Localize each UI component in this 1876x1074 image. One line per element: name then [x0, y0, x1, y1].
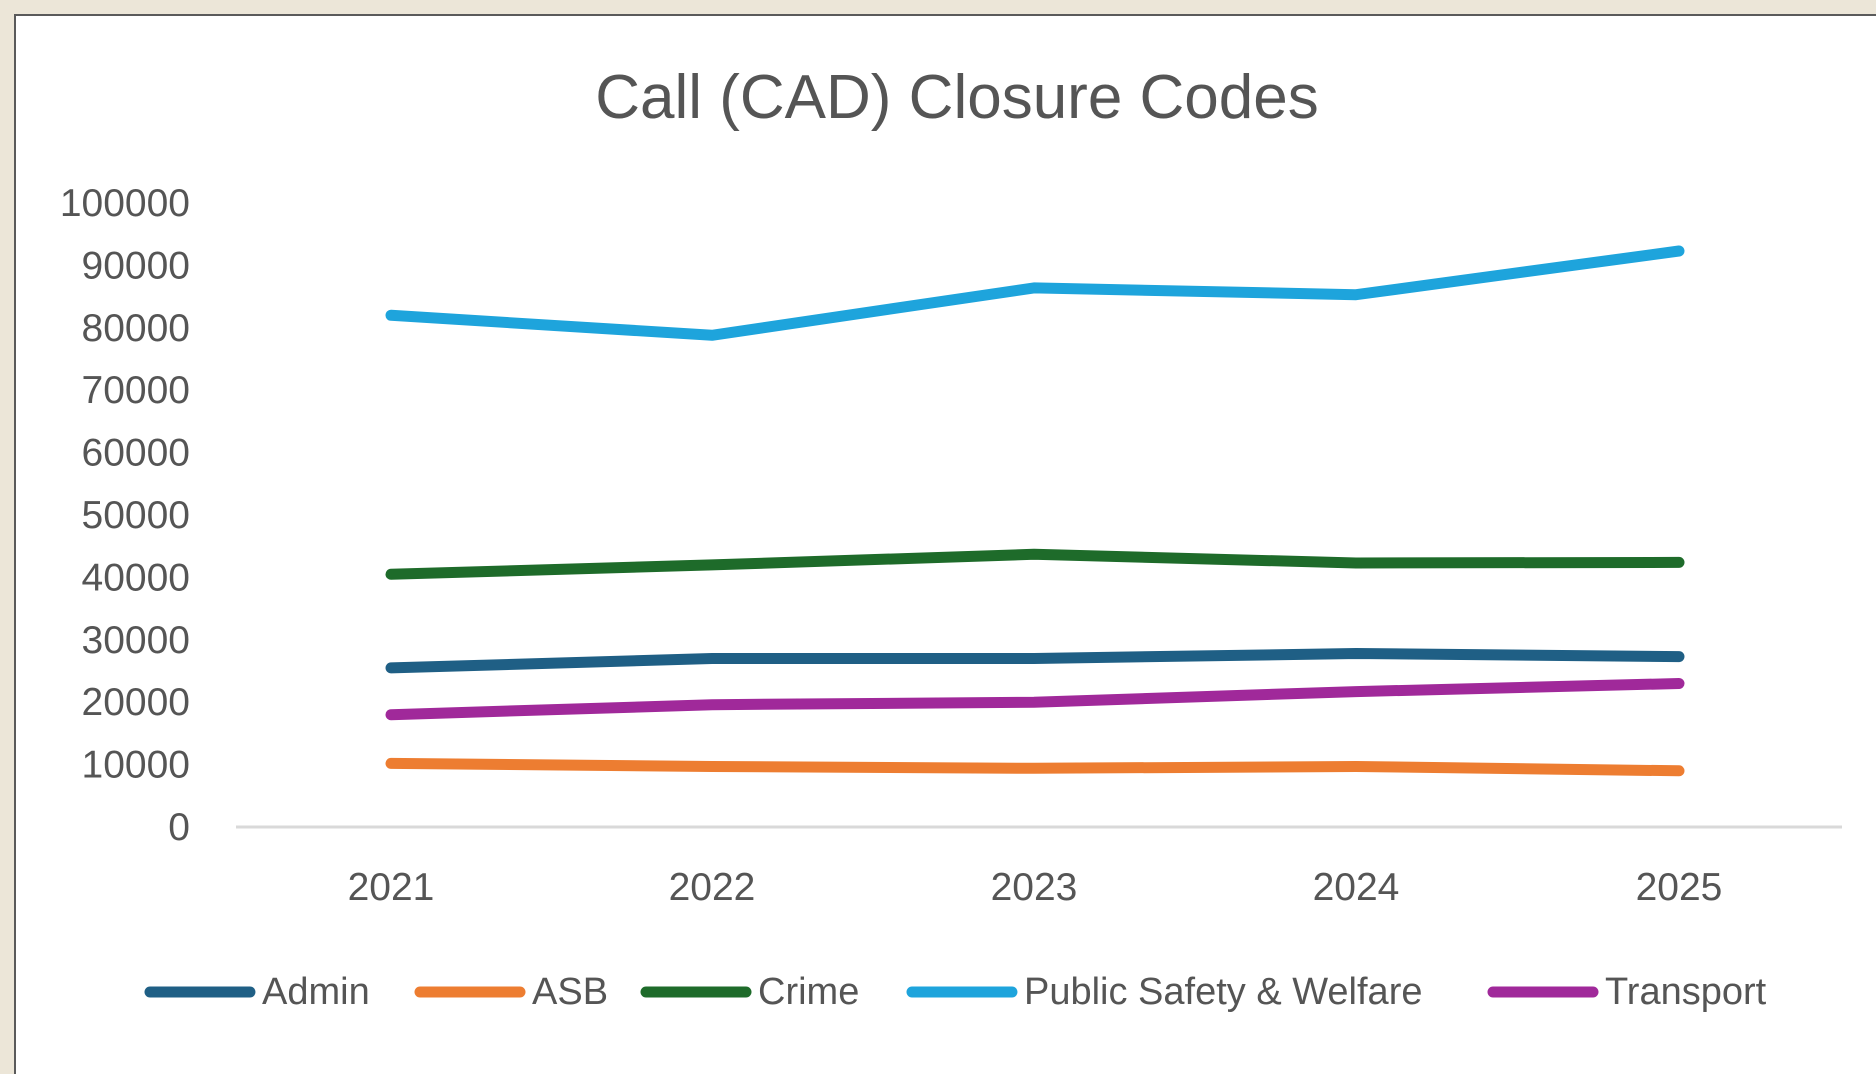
y-tick-label: 20000 — [82, 681, 190, 724]
series-line-admin[interactable] — [385, 648, 1685, 674]
x-axis-ticks: 2021 2022 2023 2024 2025 — [348, 866, 1723, 909]
series-line-transport[interactable] — [385, 678, 1685, 721]
x-tick-label: 2024 — [1313, 866, 1400, 909]
x-tick-label: 2023 — [991, 866, 1078, 909]
legend-label: ASB — [532, 971, 608, 1013]
y-tick-label: 80000 — [82, 307, 190, 350]
y-tick-label: 100000 — [60, 182, 190, 225]
legend-item-transport[interactable]: Transport — [1487, 971, 1767, 1013]
series-line-public-safety-welfare[interactable] — [385, 245, 1685, 341]
y-tick-label: 40000 — [82, 556, 190, 599]
legend-item-asb[interactable]: ASB — [414, 971, 608, 1013]
y-tick-label: 30000 — [82, 619, 190, 662]
x-tick-label: 2021 — [348, 866, 435, 909]
y-tick-label: 50000 — [82, 494, 190, 537]
legend[interactable]: Admin ASB Crime Public Safety & Welfare Tran… — [144, 971, 1767, 1013]
series-lines — [385, 245, 1685, 777]
x-tick-label: 2022 — [669, 866, 756, 909]
window-frame-top — [0, 0, 1876, 14]
chart-title: Call (CAD) Closure Codes — [595, 63, 1319, 132]
x-tick-label: 2025 — [1636, 866, 1723, 909]
legend-label: Admin — [262, 971, 370, 1013]
y-tick-label: 10000 — [82, 744, 190, 787]
y-tick-label: 70000 — [82, 369, 190, 412]
y-tick-label: 90000 — [82, 244, 190, 287]
legend-label: Crime — [758, 971, 859, 1013]
window-frame-left — [0, 0, 14, 1060]
legend-item-crime[interactable]: Crime — [640, 971, 859, 1013]
y-axis-ticks: 0 10000 20000 30000 40000 50000 60000 70000 8000… — [60, 182, 190, 849]
y-tick-label: 60000 — [82, 432, 190, 475]
legend-label: Public Safety & Welfare — [1024, 971, 1422, 1013]
series-line-crime[interactable] — [385, 548, 1685, 580]
legend-item-admin[interactable]: Admin — [144, 971, 370, 1013]
legend-item-public-safety-welfare[interactable]: Public Safety & Welfare — [906, 971, 1422, 1013]
y-tick-label: 0 — [168, 806, 190, 849]
series-line-asb[interactable] — [385, 757, 1685, 777]
legend-label: Transport — [1605, 971, 1767, 1013]
chart-area[interactable] — [14, 14, 1876, 1074]
